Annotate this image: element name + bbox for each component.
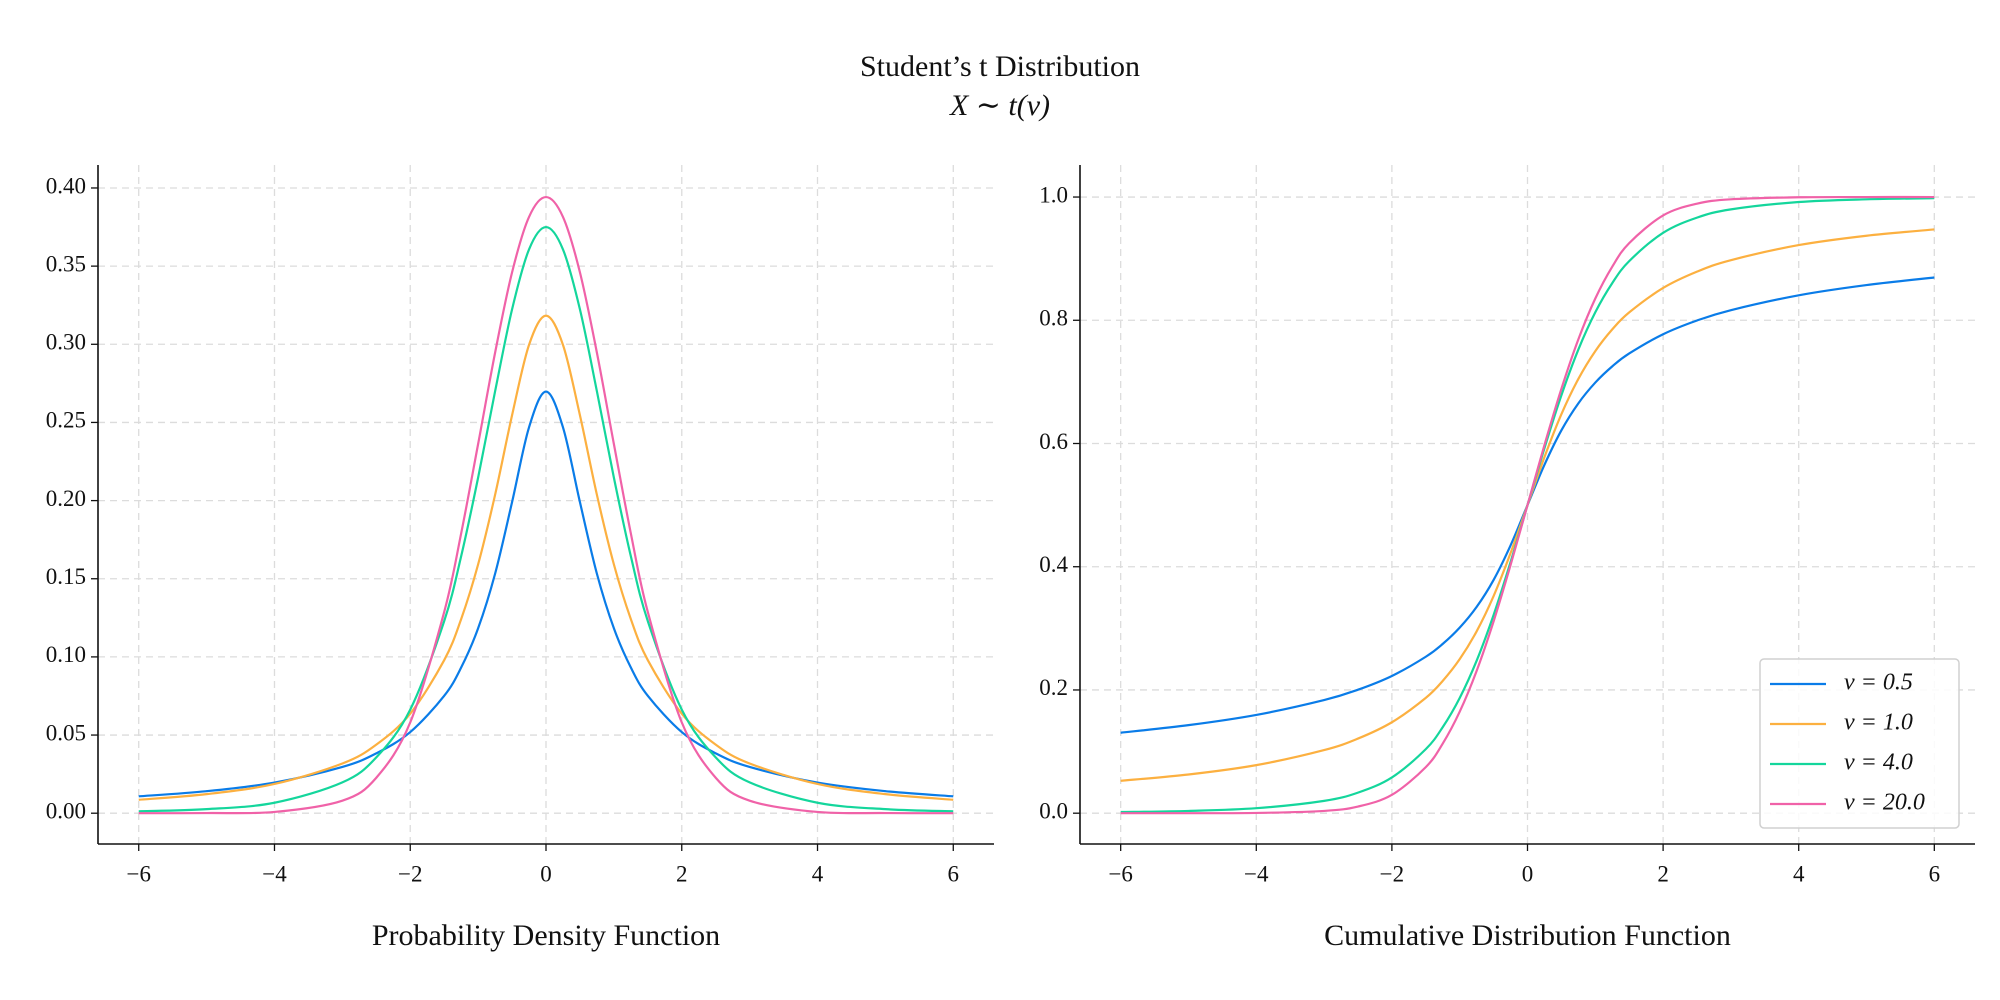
legend-label: ν = 20.0	[1844, 790, 1925, 816]
legend-label: ν = 4.0	[1844, 750, 1913, 776]
y-tick-label: 0.15	[46, 564, 86, 589]
line-series	[138, 225, 954, 813]
legend-label: ν = 0.5	[1844, 670, 1913, 696]
x-tick-label: 2	[676, 861, 688, 886]
x-tick-label: 4	[812, 861, 824, 886]
line-series	[1120, 195, 1935, 815]
y-tick-label: 0.6	[1039, 429, 1068, 454]
x-axis-label: Cumulative Distribution Function	[1324, 919, 1731, 952]
y-tick-label: 0.2	[1039, 675, 1068, 700]
y-tick-label: 0.25	[46, 408, 86, 433]
line-series	[138, 314, 954, 801]
legend-label: ν = 1.0	[1844, 710, 1913, 736]
y-tick-label: 0.05	[46, 720, 86, 745]
y-tick-label: 0.8	[1039, 306, 1068, 331]
y-tick-label: 0.10	[46, 642, 86, 667]
y-tick-label: 0.0	[1039, 798, 1068, 823]
legend-box	[1759, 658, 1960, 829]
x-tick-label: −2	[1380, 861, 1404, 886]
x-tick-label: −4	[262, 861, 287, 886]
x-tick-label: 2	[1657, 861, 1669, 886]
x-tick-label: 4	[1793, 861, 1805, 886]
x-tick-label: −4	[1244, 861, 1269, 886]
x-tick-label: −6	[1108, 861, 1132, 886]
y-tick-label: 0.00	[46, 798, 86, 823]
x-axis-label: Probability Density Function	[372, 919, 720, 952]
y-tick-label: 0.30	[46, 330, 86, 355]
line-series	[138, 195, 954, 815]
figure-subtitle: X ∼ t(ν)	[949, 89, 1050, 122]
y-tick-label: 0.40	[46, 173, 86, 198]
y-tick-label: 0.35	[46, 251, 86, 276]
figure-title: Student’s t Distribution	[860, 50, 1140, 83]
y-tick-label: 1.0	[1039, 182, 1068, 207]
x-tick-label: −2	[398, 861, 422, 886]
x-tick-label: 6	[1929, 861, 1941, 886]
y-tick-label: 0.20	[46, 486, 86, 511]
y-tick-label: 0.4	[1039, 552, 1068, 577]
x-tick-label: 6	[948, 861, 960, 886]
line-series	[138, 390, 954, 798]
x-tick-label: −6	[126, 861, 150, 886]
x-tick-label: 0	[540, 861, 552, 886]
x-tick-label: 0	[1522, 861, 1534, 886]
